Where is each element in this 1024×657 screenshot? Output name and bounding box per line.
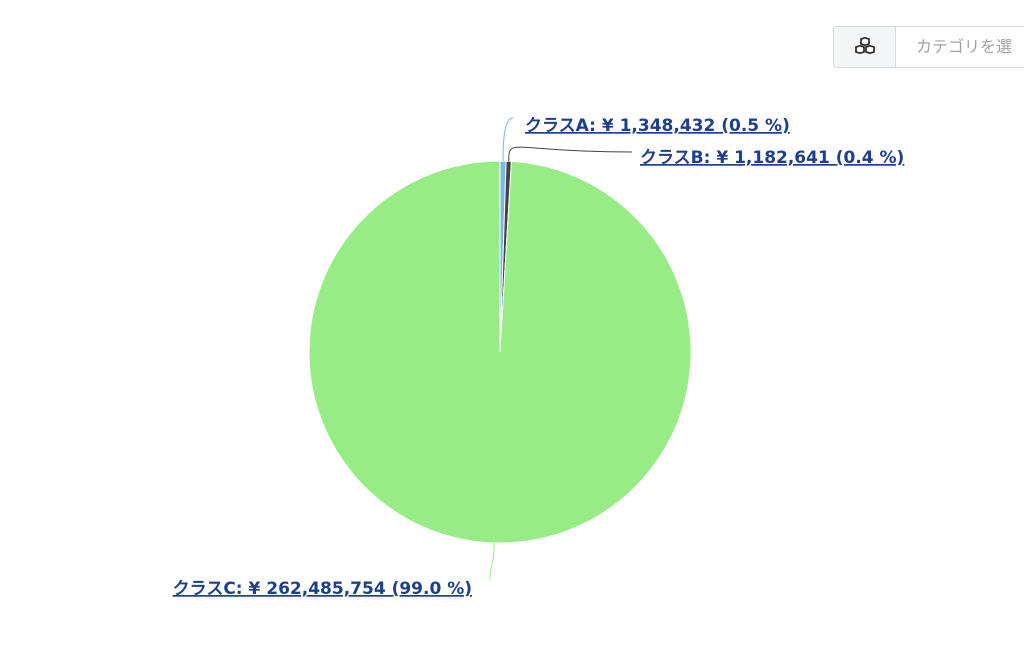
data-label: クラスC: ¥ 262,485,754 (99.0 %) bbox=[173, 579, 472, 599]
category-input[interactable]: カテゴリを選 bbox=[916, 37, 1013, 56]
pie-slice bbox=[308, 160, 692, 544]
data-label: クラスA: ¥ 1,348,432 (0.5 %) bbox=[525, 116, 790, 136]
connector bbox=[489, 542, 495, 581]
connector bbox=[502, 117, 514, 162]
category-picker[interactable]: カテゴリを選 bbox=[833, 26, 1024, 68]
cubes-icon bbox=[854, 37, 875, 55]
category-button[interactable] bbox=[834, 27, 896, 67]
connector bbox=[508, 146, 633, 162]
data-label: クラスB: ¥ 1,182,641 (0.4 %) bbox=[640, 148, 904, 168]
